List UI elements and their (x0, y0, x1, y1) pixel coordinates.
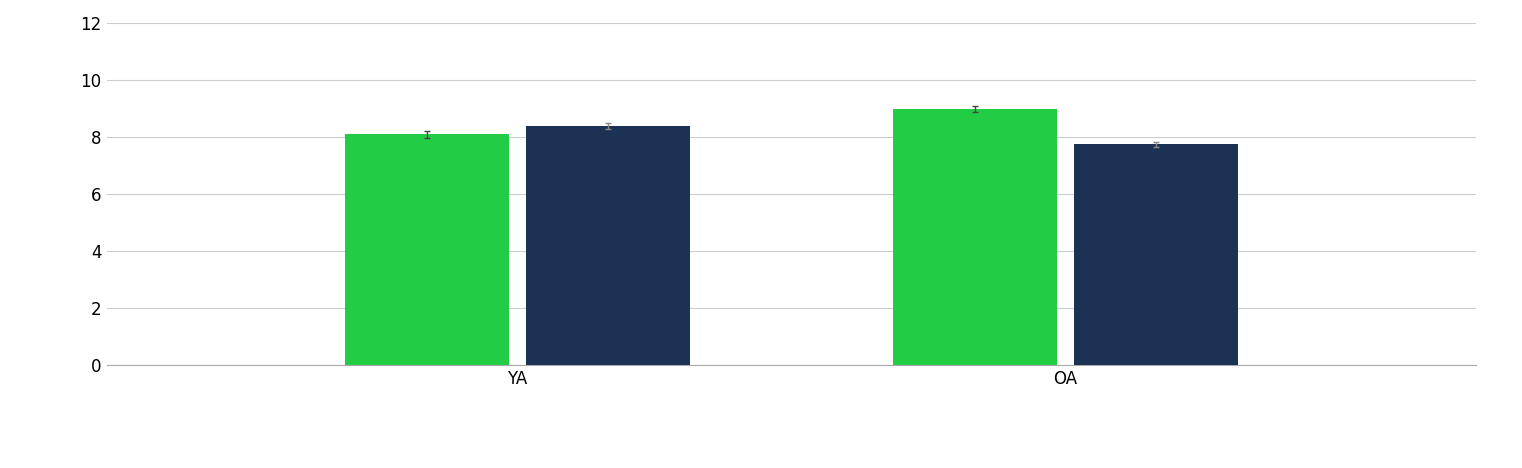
Bar (525, 126, 689, 365)
Bar (1073, 145, 1237, 365)
Bar (345, 134, 510, 365)
Bar (893, 109, 1058, 365)
